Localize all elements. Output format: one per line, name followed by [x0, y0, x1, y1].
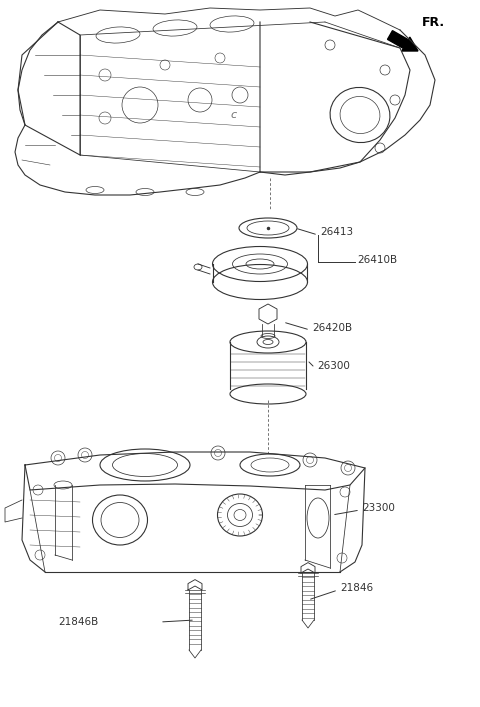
- Text: 21846B: 21846B: [58, 617, 98, 627]
- Text: 26420B: 26420B: [312, 323, 352, 333]
- Text: 23300: 23300: [362, 503, 395, 513]
- Text: 26413: 26413: [320, 227, 353, 237]
- Text: 21846: 21846: [340, 583, 373, 593]
- Text: 26410B: 26410B: [357, 255, 397, 265]
- Text: FR.: FR.: [422, 16, 445, 28]
- Text: c: c: [230, 110, 236, 120]
- FancyArrow shape: [387, 30, 418, 51]
- Text: 26300: 26300: [317, 361, 350, 371]
